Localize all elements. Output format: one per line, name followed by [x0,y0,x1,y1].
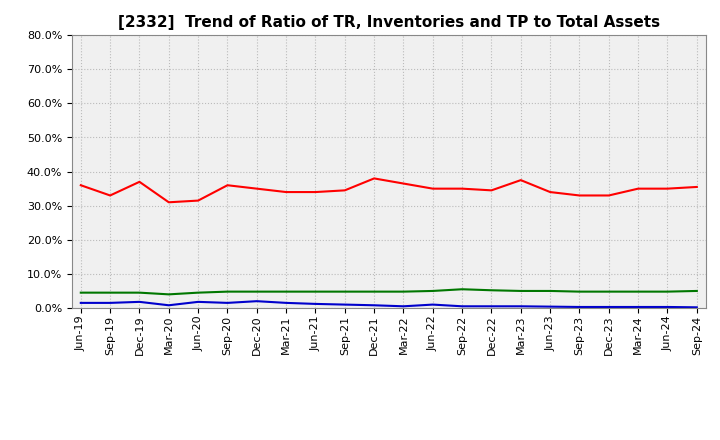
Trade Receivables [399,181,408,186]
Trade Receivables [634,186,642,191]
Trade Receivables [605,193,613,198]
Trade Receivables [253,186,261,191]
Trade Payables [605,289,613,294]
Inventories [164,303,173,308]
Trade Payables [282,289,290,294]
Trade Receivables [311,189,320,194]
Trade Payables [76,290,85,295]
Trade Receivables [546,189,554,194]
Trade Receivables [663,186,672,191]
Trade Receivables [487,188,496,193]
Trade Payables [693,288,701,293]
Trade Receivables [135,179,144,184]
Trade Receivables [516,177,525,183]
Line: Trade Receivables: Trade Receivables [81,179,697,202]
Inventories [399,304,408,309]
Inventories [135,299,144,304]
Trade Payables [223,289,232,294]
Trade Payables [194,290,202,295]
Trade Payables [253,289,261,294]
Line: Trade Payables: Trade Payables [81,289,697,294]
Title: [2332]  Trend of Ratio of TR, Inventories and TP to Total Assets: [2332] Trend of Ratio of TR, Inventories… [118,15,660,30]
Inventories [428,302,437,307]
Inventories [546,304,554,309]
Trade Payables [516,288,525,293]
Trade Receivables [428,186,437,191]
Trade Payables [311,289,320,294]
Inventories [634,304,642,310]
Trade Payables [370,289,379,294]
Inventories [487,304,496,309]
Trade Receivables [194,198,202,203]
Inventories [282,300,290,305]
Trade Payables [663,289,672,294]
Trade Payables [458,286,467,292]
Inventories [663,304,672,310]
Trade Payables [399,289,408,294]
Inventories [575,304,584,310]
Inventories [106,300,114,305]
Inventories [76,300,85,305]
Trade Receivables [458,186,467,191]
Trade Receivables [282,189,290,194]
Inventories [194,299,202,304]
Inventories [458,304,467,309]
Trade Receivables [223,183,232,188]
Trade Payables [575,289,584,294]
Inventories [693,304,701,310]
Trade Payables [428,288,437,293]
Inventories [605,304,613,310]
Trade Payables [634,289,642,294]
Inventories [311,301,320,307]
Trade Payables [164,292,173,297]
Trade Receivables [341,188,349,193]
Trade Payables [135,290,144,295]
Line: Inventories: Inventories [81,301,697,307]
Trade Payables [487,288,496,293]
Trade Receivables [106,193,114,198]
Trade Receivables [693,184,701,190]
Inventories [253,299,261,304]
Inventories [516,304,525,309]
Trade Payables [546,288,554,293]
Trade Payables [106,290,114,295]
Trade Receivables [370,176,379,181]
Trade Payables [341,289,349,294]
Trade Receivables [575,193,584,198]
Trade Receivables [76,183,85,188]
Inventories [370,303,379,308]
Trade Receivables [164,200,173,205]
Inventories [223,300,232,305]
Inventories [341,302,349,307]
